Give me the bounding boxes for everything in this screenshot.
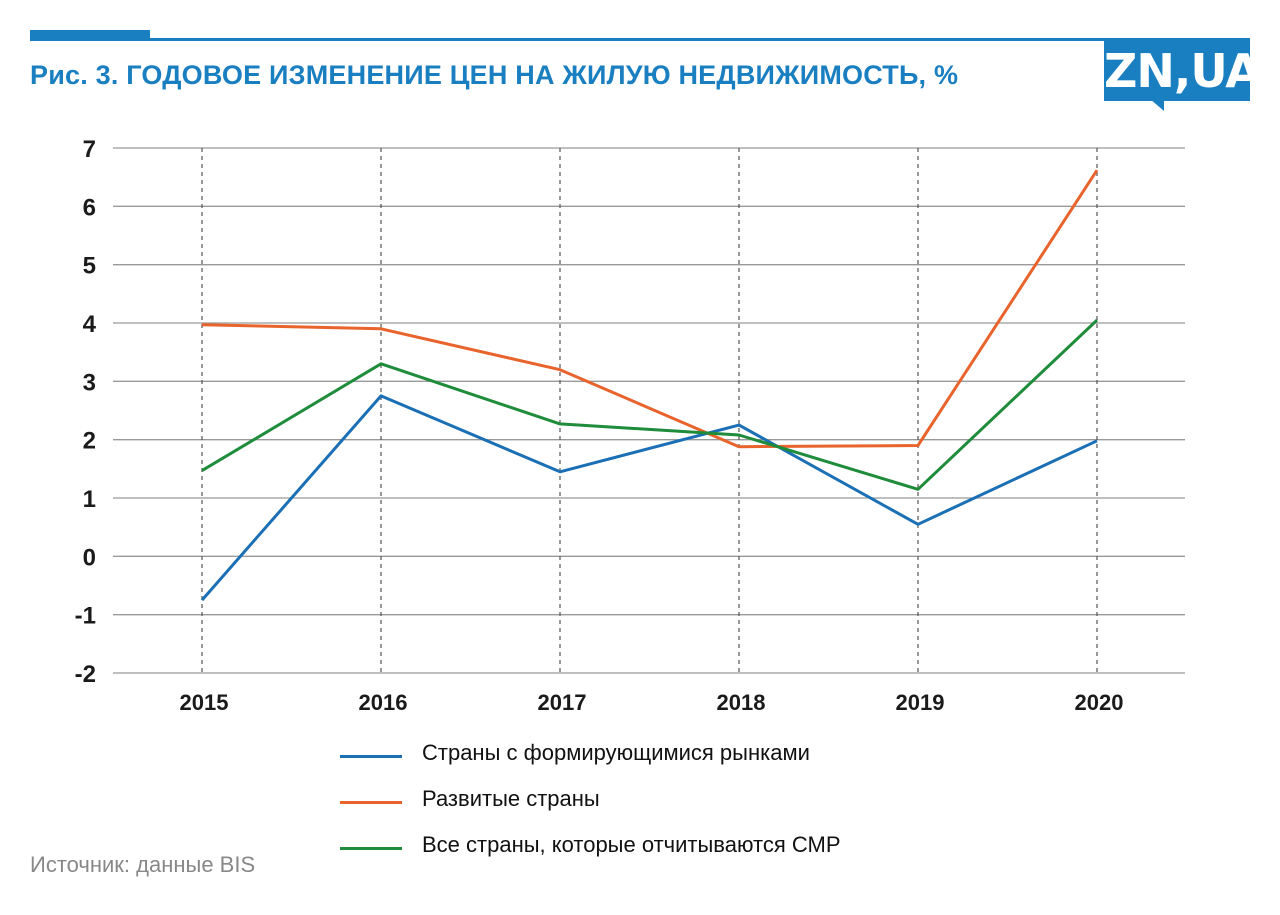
legend-label: Страны с формирующимися рынками xyxy=(422,740,810,765)
legend-label: Все страны, которые отчитываются СМР xyxy=(422,832,841,857)
y-tick-label: 2 xyxy=(83,428,96,455)
y-tick-label: 4 xyxy=(83,311,97,338)
series xyxy=(200,169,1099,602)
logo-tail-icon xyxy=(1150,99,1164,111)
header-rule xyxy=(30,38,1250,41)
x-tick-label: 2018 xyxy=(717,690,766,715)
y-tick-label: 5 xyxy=(83,253,96,280)
y-tick-label: -1 xyxy=(75,603,96,630)
y-tick-label: 3 xyxy=(83,369,96,396)
legend-swatch xyxy=(340,755,402,758)
zn-ua-logo[interactable]: ZN,UA xyxy=(1104,41,1261,101)
grid xyxy=(113,147,1185,674)
legend-label: Развитые страны xyxy=(422,786,600,811)
vertical-grid xyxy=(201,148,1098,673)
x-tick-label: 2015 xyxy=(180,690,229,715)
series-line xyxy=(201,319,1099,491)
header-accent-bar xyxy=(30,30,150,41)
y-axis-ticks: 7 6 5 4 3 2 1 0 -1 -2 xyxy=(75,136,97,688)
x-tick-label: 2019 xyxy=(896,690,945,715)
chart-title: Рис. 3. ГОДОВОЕ ИЗМЕНЕНИЕ ЦЕН НА ЖИЛУЮ Н… xyxy=(30,60,959,90)
series-line xyxy=(201,169,1099,449)
y-tick-label: 0 xyxy=(83,544,96,571)
x-tick-label: 2017 xyxy=(538,690,587,715)
y-tick-label: 7 xyxy=(83,136,96,163)
source-note: Источник: данные BIS xyxy=(30,852,256,877)
series-line xyxy=(200,394,1098,602)
legend-swatch xyxy=(340,847,402,850)
x-tick-label: 2016 xyxy=(359,690,408,715)
y-tick-label: 1 xyxy=(83,486,96,513)
x-tick-label: 2020 xyxy=(1075,690,1124,715)
x-axis-ticks: 2015 2016 2017 2018 2019 2020 xyxy=(180,690,1124,715)
legend-swatch xyxy=(340,801,402,804)
y-tick-label: 6 xyxy=(83,194,96,221)
y-tick-label: -2 xyxy=(75,661,96,688)
